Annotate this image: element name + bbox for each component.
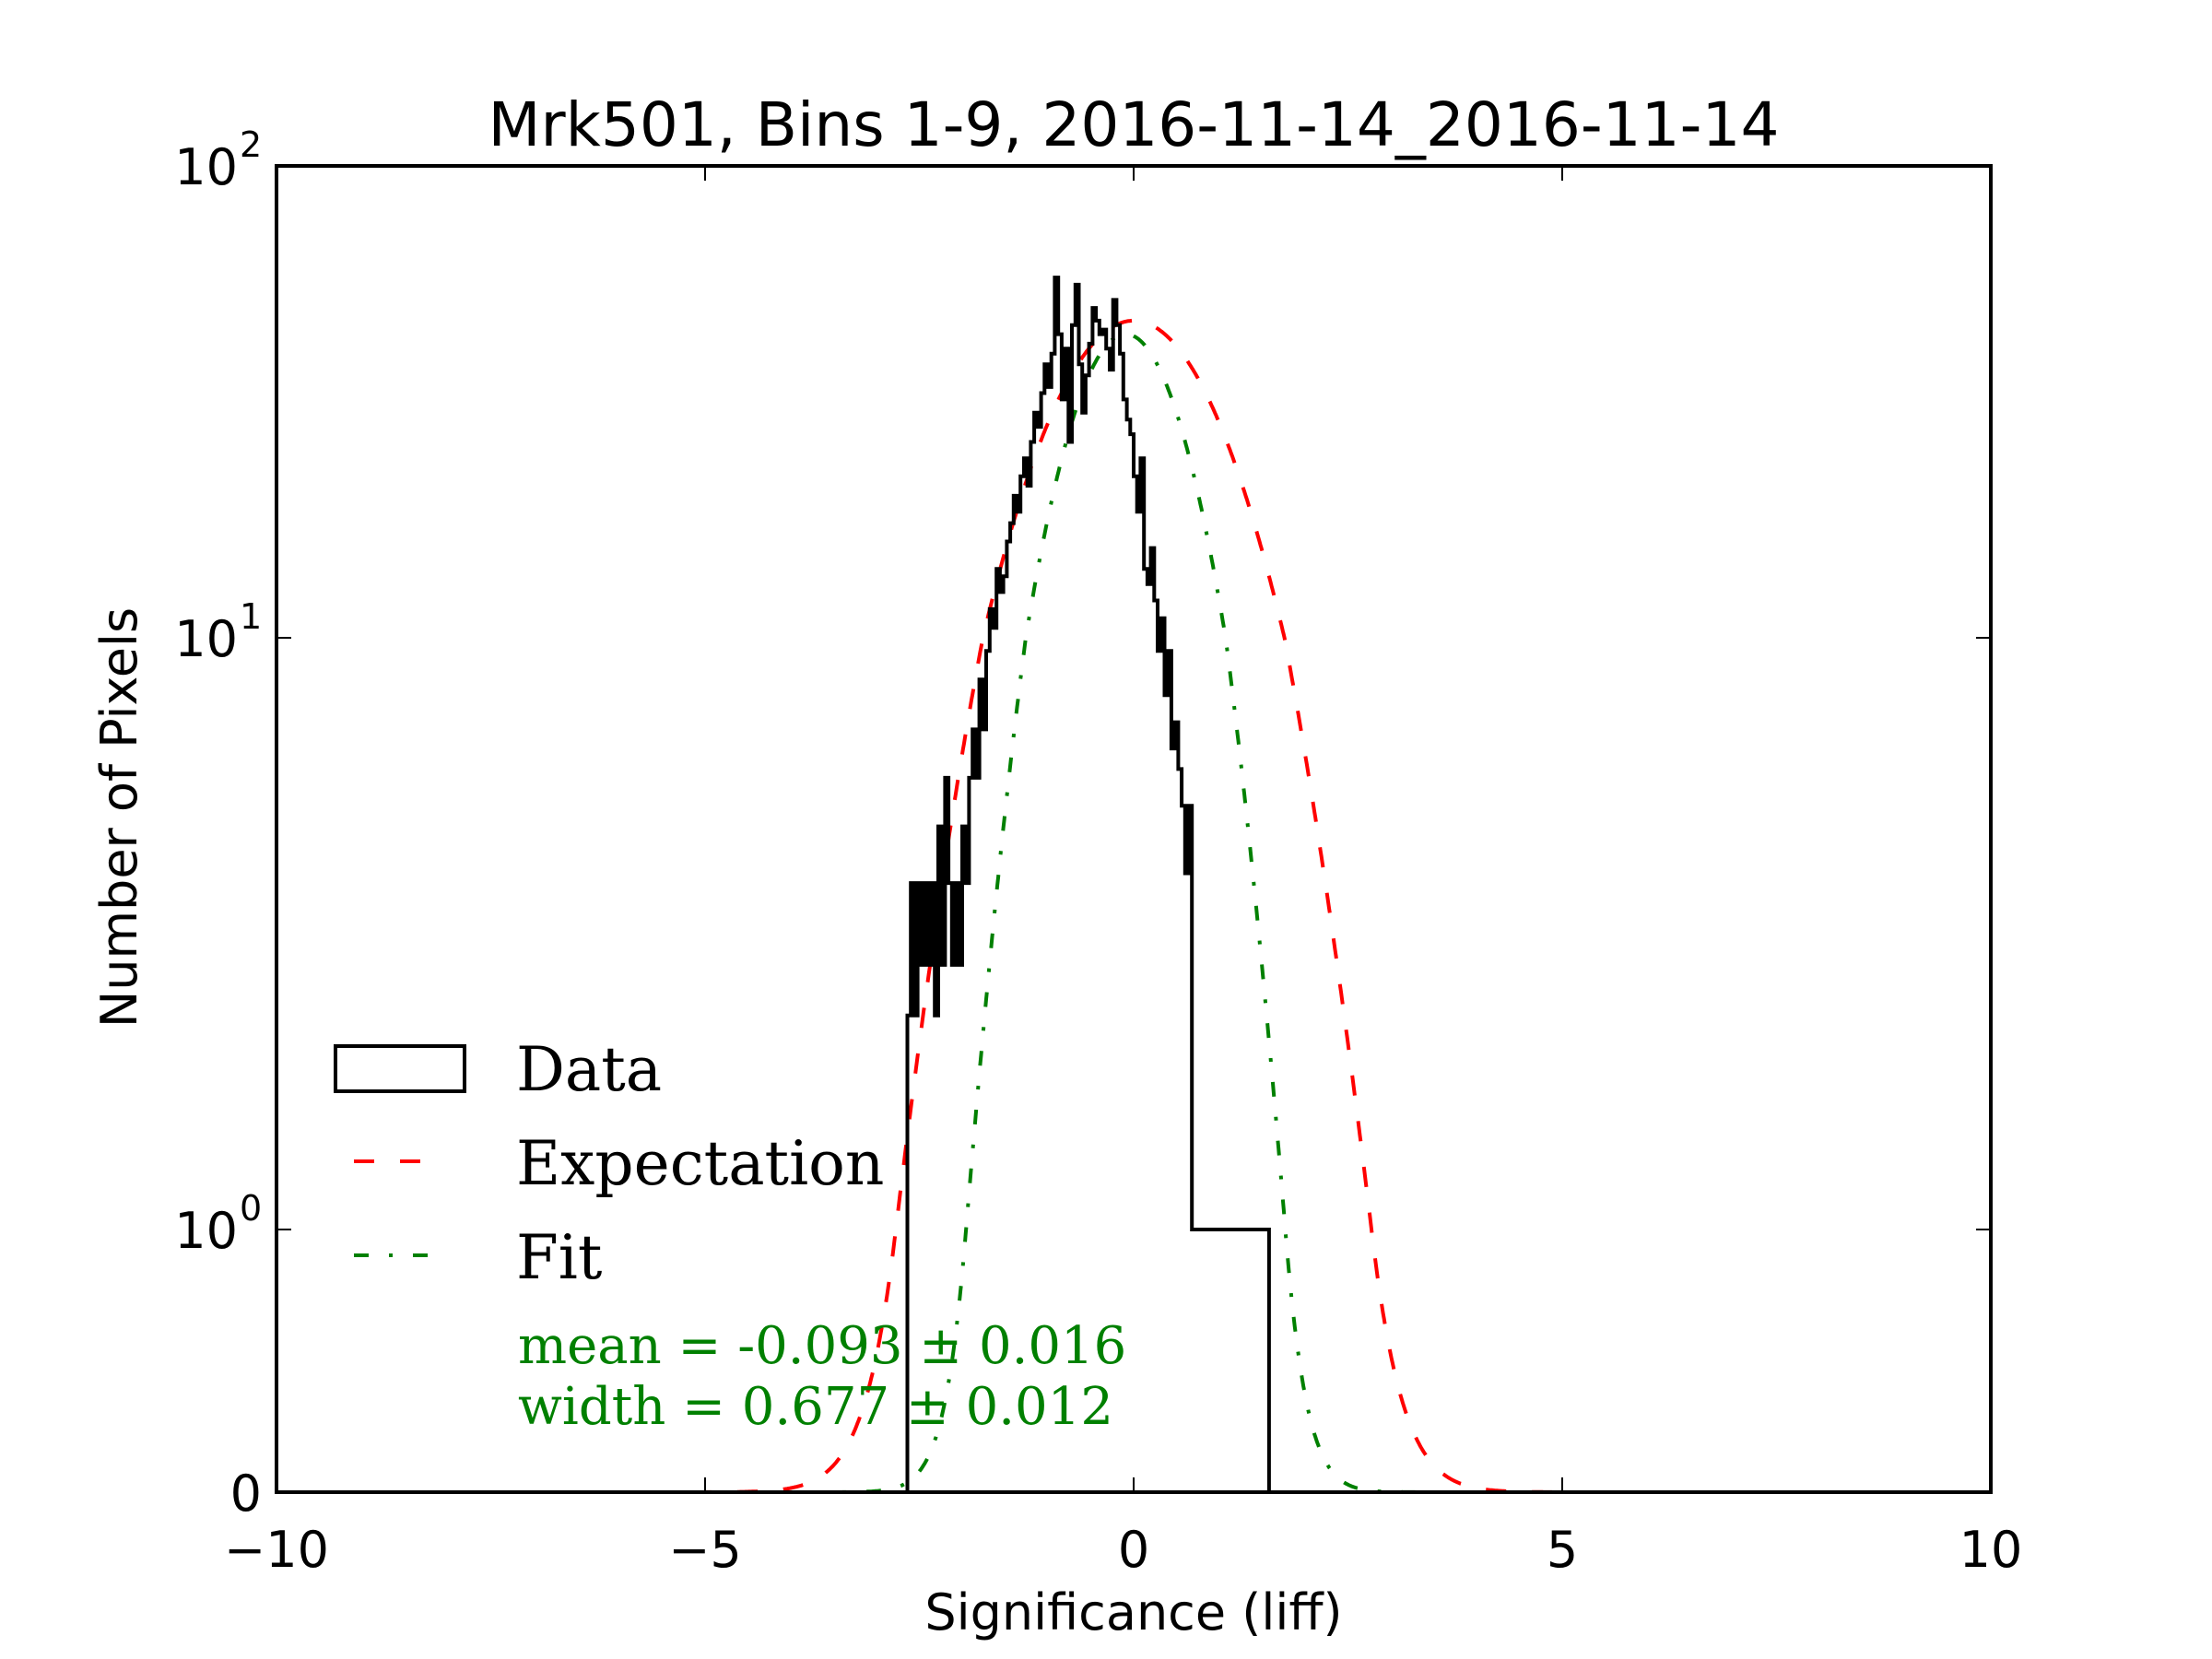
chart-title: Mrk501, Bins 1-9, 2016-11-14_2016-11-14 xyxy=(488,89,1780,160)
y-axis-label: Number of Pixels xyxy=(90,607,148,1028)
x-tick-label: −10 xyxy=(224,1521,329,1579)
y-tick-label: 10 xyxy=(174,138,238,196)
legend-data-swatch xyxy=(334,1044,466,1093)
x-axis: −10 −5 0 5 10 xyxy=(224,166,2022,1579)
data-histogram xyxy=(905,276,1271,1492)
y-tick-label: 10 xyxy=(174,610,238,668)
plot-area xyxy=(276,276,1991,1492)
y-tick-exponent: 2 xyxy=(240,124,262,165)
y-tick-label: 10 xyxy=(174,1202,238,1260)
x-tick-label: 0 xyxy=(1118,1521,1149,1579)
legend-label-fit: Fit xyxy=(516,1222,602,1293)
fit-curve xyxy=(276,332,1991,1492)
fit-mean-annotation: mean = -0.093 ± 0.016 xyxy=(518,1316,1126,1376)
y-tick-exponent: 0 xyxy=(240,1188,262,1229)
legend: Data Expectation Fit xyxy=(334,1034,884,1293)
x-tick-label: 5 xyxy=(1547,1521,1578,1579)
x-tick-label: −5 xyxy=(668,1521,742,1579)
data-histogram-outline xyxy=(905,276,1271,1492)
x-tick-label: 10 xyxy=(1959,1521,2023,1579)
legend-label-expectation: Expectation xyxy=(516,1128,884,1199)
x-axis-label: Significance (liff) xyxy=(924,1583,1342,1641)
legend-label-data: Data xyxy=(516,1034,662,1105)
y-tick-exponent: 1 xyxy=(240,596,262,637)
y-tick-label: 0 xyxy=(230,1465,262,1523)
fit-width-annotation: width = 0.677 ± 0.012 xyxy=(518,1377,1113,1437)
